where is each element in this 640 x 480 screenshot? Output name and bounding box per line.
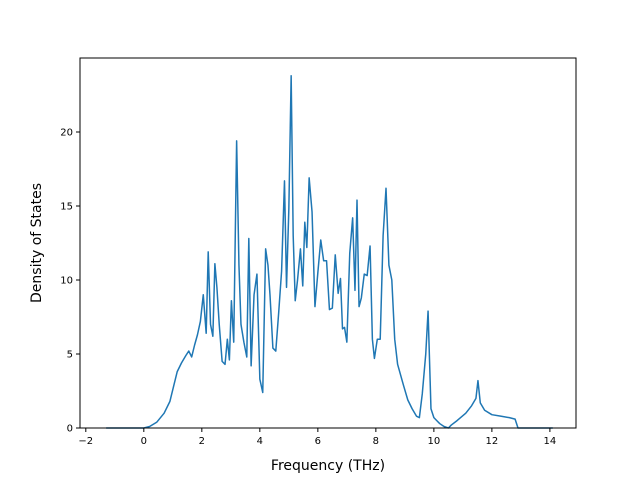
x-tick-label-6: 10 <box>428 436 441 447</box>
x-tick-label-5: 8 <box>373 436 379 447</box>
x-tick-label-1: 0 <box>141 436 147 447</box>
y-tick-label-4: 20 <box>60 128 73 139</box>
x-tick-label-0: −2 <box>78 436 93 447</box>
x-tick-label-4: 6 <box>315 436 321 447</box>
y-tick-label-0: 0 <box>67 424 73 435</box>
y-tick-label-1: 5 <box>67 350 73 361</box>
x-axis-label: Frequency (THz) <box>271 458 385 474</box>
x-axis-ticks: −2 0 2 4 6 8 10 12 14 <box>78 428 556 447</box>
series-line-0 <box>106 75 553 429</box>
plot-area <box>80 58 576 428</box>
x-tick-label-3: 4 <box>257 436 263 447</box>
x-tick-label-8: 14 <box>544 436 557 447</box>
series-layer <box>106 75 553 429</box>
x-tick-label-2: 2 <box>199 436 205 447</box>
plot-frame <box>79 57 577 429</box>
y-tick-label-3: 15 <box>60 202 73 213</box>
x-tick-label-7: 12 <box>486 436 499 447</box>
y-axis-ticks: 0 5 10 15 20 <box>60 128 80 435</box>
y-tick-label-2: 10 <box>60 276 73 287</box>
y-axis-label: Density of States <box>29 183 45 303</box>
